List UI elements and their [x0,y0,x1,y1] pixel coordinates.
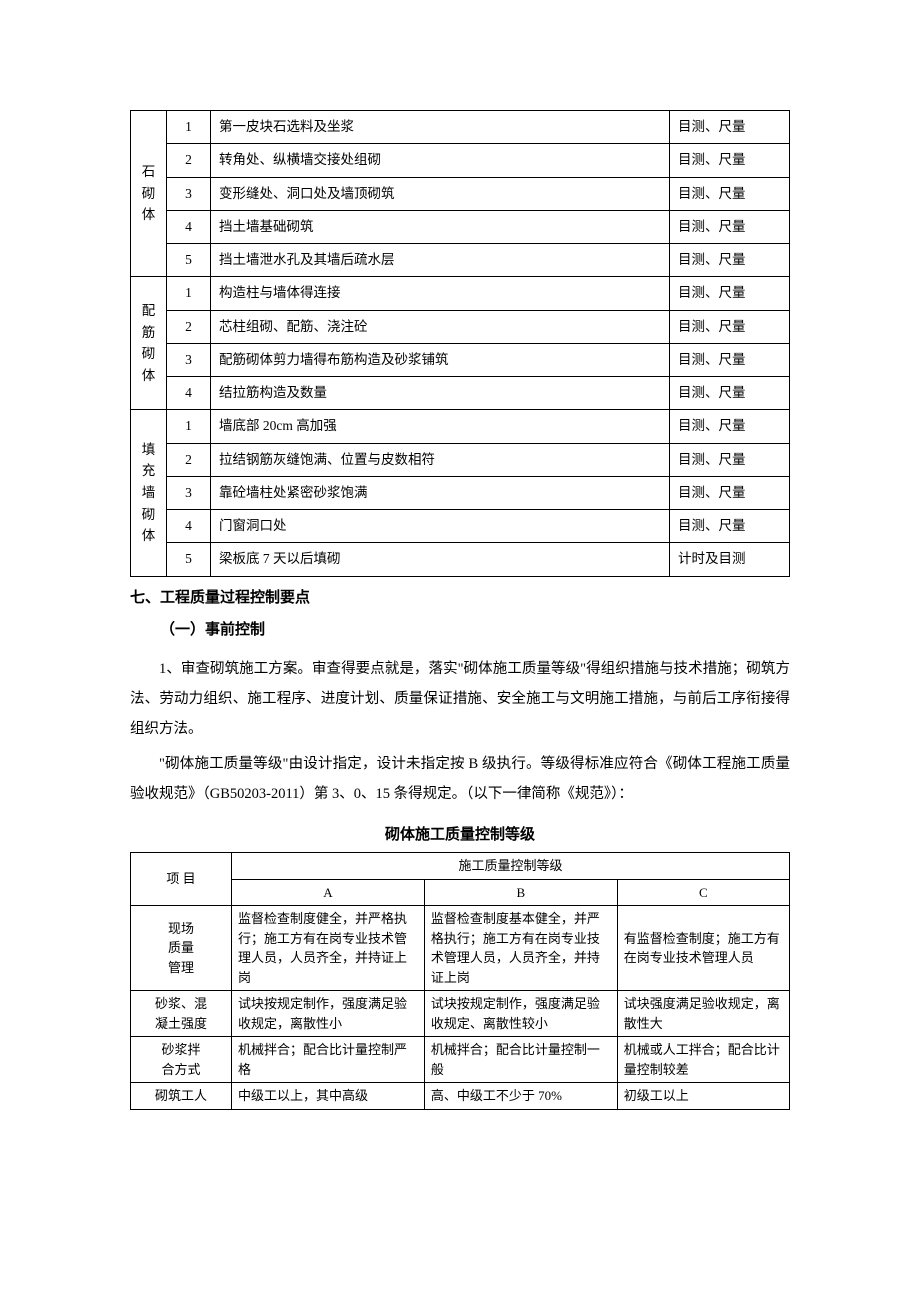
row-number: 2 [167,443,211,476]
cell-b: 高、中级工不少于 70% [424,1083,617,1110]
row-description: 拉结钢筋灰缝饱满、位置与皮数相符 [211,443,670,476]
row-method: 目测、尺量 [670,210,790,243]
cell-c: 试块强度满足验收规定，离散性大 [617,991,789,1037]
cell-a: 机械拌合；配合比计量控制严格 [232,1037,425,1083]
sub-heading: （一）事前控制 [130,619,790,642]
table2-col-c: C [617,879,789,906]
row-label: 砂浆拌合方式 [131,1037,232,1083]
cell-a: 中级工以上，其中高级 [232,1083,425,1110]
table-row: 3靠砼墙柱处紧密砂浆饱满目测、尺量 [131,476,790,509]
table-row: 4门窗洞口处目测、尺量 [131,510,790,543]
section-heading: 七、工程质量过程控制要点 [130,587,790,610]
row-description: 墙底部 20cm 高加强 [211,410,670,443]
row-number: 5 [167,244,211,277]
inspection-items-table: 石砌体1第一皮块石选料及坐浆目测、尺量2转角处、纵横墙交接处组砌目测、尺量3变形… [130,110,790,577]
cell-a: 监督检查制度健全，并严格执行；施工方有在岗专业技术管理人员，人员齐全，并持证上岗 [232,906,425,991]
row-number: 5 [167,543,211,576]
quality-control-grade-table: 项 目 施工质量控制等级 A B C 现场质量管理监督检查制度健全，并严格执行；… [130,852,790,1110]
row-number: 3 [167,343,211,376]
row-method: 目测、尺量 [670,510,790,543]
table-row: 3变形缝处、洞口处及墙顶砌筑目测、尺量 [131,177,790,210]
row-description: 变形缝处、洞口处及墙顶砌筑 [211,177,670,210]
table-row: 4挡土墙基础砌筑目测、尺量 [131,210,790,243]
row-description: 配筋砌体剪力墙得布筋构造及砂浆铺筑 [211,343,670,376]
cell-b: 机械拌合；配合比计量控制一般 [424,1037,617,1083]
row-method: 目测、尺量 [670,111,790,144]
table-row: 4结拉筋构造及数量目测、尺量 [131,377,790,410]
cell-c: 初级工以上 [617,1083,789,1110]
row-number: 1 [167,111,211,144]
table-row: 2转角处、纵横墙交接处组砌目测、尺量 [131,144,790,177]
row-method: 目测、尺量 [670,476,790,509]
table-row: 配筋砌体1构造柱与墙体得连接目测、尺量 [131,277,790,310]
row-method: 目测、尺量 [670,277,790,310]
row-method: 目测、尺量 [670,310,790,343]
table-row: 砌筑工人中级工以上，其中高级高、中级工不少于 70%初级工以上 [131,1083,790,1110]
row-method: 目测、尺量 [670,410,790,443]
table-row: 2拉结钢筋灰缝饱满、位置与皮数相符目测、尺量 [131,443,790,476]
row-label: 砂浆、混凝土强度 [131,991,232,1037]
table-row: 5挡土墙泄水孔及其墙后疏水层目测、尺量 [131,244,790,277]
row-number: 2 [167,310,211,343]
row-method: 目测、尺量 [670,377,790,410]
cell-b: 试块按规定制作，强度满足验收规定、离散性较小 [424,991,617,1037]
row-method: 目测、尺量 [670,343,790,376]
row-description: 挡土墙泄水孔及其墙后疏水层 [211,244,670,277]
row-description: 挡土墙基础砌筑 [211,210,670,243]
table2-col-b: B [424,879,617,906]
row-label: 现场质量管理 [131,906,232,991]
row-number: 1 [167,277,211,310]
row-number: 4 [167,377,211,410]
table2-col-a: A [232,879,425,906]
category-cell: 石砌体 [131,111,167,277]
table2-header-span: 施工质量控制等级 [232,853,790,880]
cell-b: 监督检查制度基本健全，并严格执行；施工方有在岗专业技术管理人员，人员齐全，并持证… [424,906,617,991]
table2-title: 砌体施工质量控制等级 [130,824,790,847]
row-description: 梁板底 7 天以后填砌 [211,543,670,576]
row-number: 4 [167,210,211,243]
category-cell: 填充墙砌体 [131,410,167,576]
table-row: 5梁板底 7 天以后填砌计时及目测 [131,543,790,576]
table-row: 3配筋砌体剪力墙得布筋构造及砂浆铺筑目测、尺量 [131,343,790,376]
row-description: 构造柱与墙体得连接 [211,277,670,310]
row-description: 靠砼墙柱处紧密砂浆饱满 [211,476,670,509]
row-method: 目测、尺量 [670,177,790,210]
table-row: 2芯柱组砌、配筋、浇注砼目测、尺量 [131,310,790,343]
table-row: 砂浆拌合方式机械拌合；配合比计量控制严格机械拌合；配合比计量控制一般机械或人工拌… [131,1037,790,1083]
table-row: 填充墙砌体1墙底部 20cm 高加强目测、尺量 [131,410,790,443]
row-method: 目测、尺量 [670,244,790,277]
row-description: 第一皮块石选料及坐浆 [211,111,670,144]
row-description: 结拉筋构造及数量 [211,377,670,410]
row-number: 2 [167,144,211,177]
table-row: 现场质量管理监督检查制度健全，并严格执行；施工方有在岗专业技术管理人员，人员齐全… [131,906,790,991]
row-number: 3 [167,177,211,210]
row-method: 目测、尺量 [670,443,790,476]
table2-header-item: 项 目 [131,853,232,906]
cell-a: 试块按规定制作，强度满足验收规定，离散性小 [232,991,425,1037]
table-row: 砂浆、混凝土强度试块按规定制作，强度满足验收规定，离散性小试块按规定制作，强度满… [131,991,790,1037]
row-method: 计时及目测 [670,543,790,576]
row-description: 芯柱组砌、配筋、浇注砼 [211,310,670,343]
row-number: 1 [167,410,211,443]
row-label: 砌筑工人 [131,1083,232,1110]
paragraph-2: "砌体施工质量等级"由设计指定，设计未指定按 B 级执行。等级得标准应符合《砌体… [130,749,790,810]
row-method: 目测、尺量 [670,144,790,177]
paragraph-1: 1、审查砌筑施工方案。审查得要点就是，落实"砌体施工质量等级"得组织措施与技术措… [130,654,790,745]
cell-c: 有监督检查制度；施工方有在岗专业技术管理人员 [617,906,789,991]
row-number: 4 [167,510,211,543]
row-number: 3 [167,476,211,509]
cell-c: 机械或人工拌合；配合比计量控制较差 [617,1037,789,1083]
table-row: 石砌体1第一皮块石选料及坐浆目测、尺量 [131,111,790,144]
row-description: 门窗洞口处 [211,510,670,543]
category-cell: 配筋砌体 [131,277,167,410]
row-description: 转角处、纵横墙交接处组砌 [211,144,670,177]
